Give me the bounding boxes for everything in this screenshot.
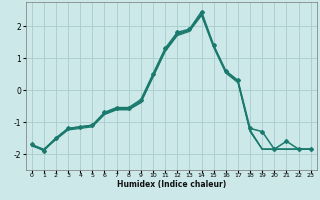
X-axis label: Humidex (Indice chaleur): Humidex (Indice chaleur) [116, 180, 226, 189]
